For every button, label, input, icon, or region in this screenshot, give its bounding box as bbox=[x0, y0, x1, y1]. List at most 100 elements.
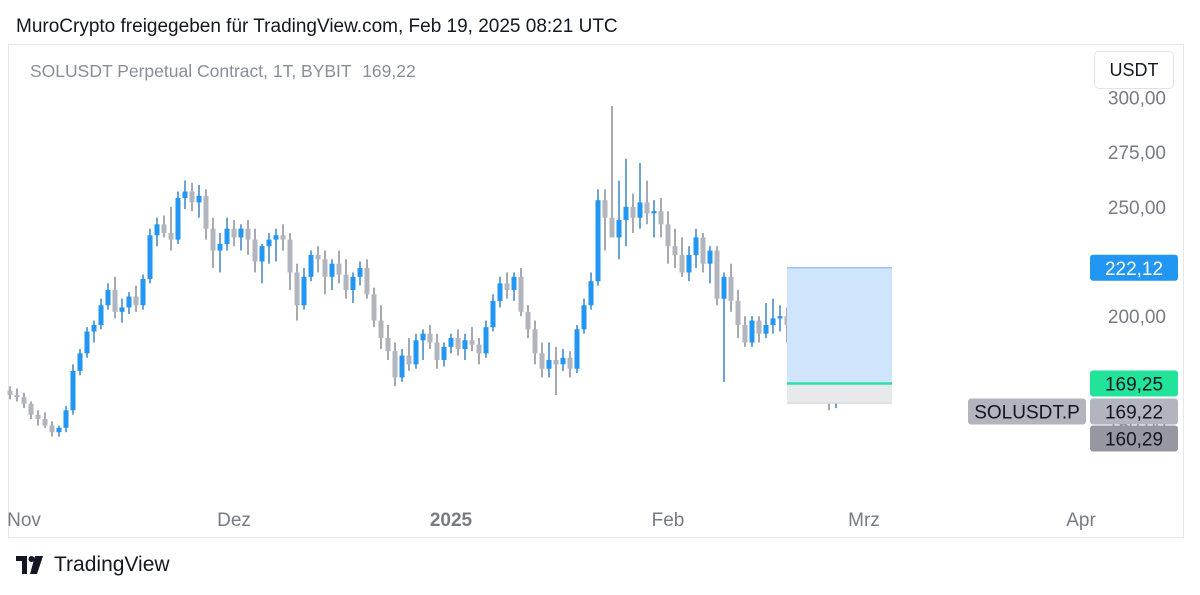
candle-body[interactable] bbox=[364, 268, 370, 295]
symbol-tag-box[interactable] bbox=[968, 398, 1086, 425]
candle-body[interactable] bbox=[42, 419, 48, 426]
candle-body[interactable] bbox=[287, 239, 293, 273]
tradingview-brand[interactable]: TradingView bbox=[16, 553, 170, 577]
candle-body[interactable] bbox=[238, 228, 244, 238]
candle-body[interactable] bbox=[189, 191, 195, 203]
candle-body[interactable] bbox=[728, 276, 734, 301]
candle-body[interactable] bbox=[336, 263, 342, 275]
chart-panel[interactable] bbox=[8, 44, 1184, 538]
candle-body[interactable] bbox=[427, 333, 433, 343]
candle-body[interactable] bbox=[756, 320, 762, 334]
candle-body[interactable] bbox=[63, 410, 69, 428]
candle-body[interactable] bbox=[329, 263, 335, 277]
candle-body[interactable] bbox=[392, 351, 398, 378]
candle-body[interactable] bbox=[119, 307, 125, 312]
candle-body[interactable] bbox=[567, 357, 573, 369]
candle-body[interactable] bbox=[91, 324, 97, 332]
candle-body[interactable] bbox=[497, 283, 503, 301]
candle-body[interactable] bbox=[721, 276, 727, 299]
candle-body[interactable] bbox=[294, 272, 300, 306]
candle-body[interactable] bbox=[203, 195, 209, 229]
candle-body[interactable] bbox=[28, 403, 34, 415]
candle-body[interactable] bbox=[518, 276, 524, 312]
candle-body[interactable] bbox=[546, 359, 552, 369]
candle-body[interactable] bbox=[644, 202, 650, 214]
candle-body[interactable] bbox=[532, 329, 538, 354]
candle-body[interactable] bbox=[154, 224, 160, 236]
candle-body[interactable] bbox=[70, 370, 76, 411]
candle-body[interactable] bbox=[196, 195, 202, 203]
candle-body[interactable] bbox=[147, 235, 153, 279]
candle-body[interactable] bbox=[413, 340, 419, 365]
candle-body[interactable] bbox=[322, 259, 328, 277]
candle-body[interactable] bbox=[245, 228, 251, 240]
candle-body[interactable] bbox=[665, 224, 671, 247]
candle-body[interactable] bbox=[14, 394, 20, 398]
candle-body[interactable] bbox=[714, 250, 720, 299]
candle-body[interactable] bbox=[217, 243, 223, 251]
candle-body[interactable] bbox=[21, 397, 27, 404]
candle-body[interactable] bbox=[525, 311, 531, 330]
candle-body[interactable] bbox=[574, 329, 580, 369]
candle-body[interactable] bbox=[658, 211, 664, 225]
candle-body[interactable] bbox=[448, 338, 454, 347]
candle-body[interactable] bbox=[273, 235, 279, 240]
candle-body[interactable] bbox=[7, 390, 13, 395]
candle-body[interactable] bbox=[469, 340, 475, 345]
candle-body[interactable] bbox=[301, 276, 307, 306]
candle-body[interactable] bbox=[140, 279, 146, 306]
candle-body[interactable] bbox=[483, 327, 489, 354]
candle-body[interactable] bbox=[259, 246, 265, 262]
candle-body[interactable] bbox=[175, 198, 181, 240]
candle-body[interactable] bbox=[441, 346, 447, 360]
candle-body[interactable] bbox=[280, 235, 286, 240]
candle-body[interactable] bbox=[252, 239, 258, 262]
candle-body[interactable] bbox=[763, 324, 769, 334]
candle-body[interactable] bbox=[735, 300, 741, 325]
candle-body[interactable] bbox=[399, 355, 405, 378]
symbol-legend[interactable]: SOLUSDT Perpetual Contract, 1T, BYBIT 16… bbox=[30, 61, 416, 82]
candle-body[interactable] bbox=[210, 228, 216, 251]
candle-body[interactable] bbox=[224, 228, 230, 244]
candle-body[interactable] bbox=[560, 357, 566, 365]
candle-body[interactable] bbox=[777, 316, 783, 319]
candle-body[interactable] bbox=[385, 338, 391, 352]
candle-body[interactable] bbox=[49, 425, 55, 433]
candle-body[interactable] bbox=[308, 254, 314, 277]
candle-body[interactable] bbox=[133, 296, 139, 306]
candle-body[interactable] bbox=[357, 268, 363, 277]
candle-body[interactable] bbox=[315, 254, 321, 260]
candle-body[interactable] bbox=[616, 219, 622, 238]
candle-body[interactable] bbox=[686, 254, 692, 273]
candle-body[interactable] bbox=[749, 320, 755, 343]
candle-body[interactable] bbox=[231, 228, 237, 238]
candle-body[interactable] bbox=[770, 318, 776, 325]
candle-body[interactable] bbox=[700, 237, 706, 264]
candle-body[interactable] bbox=[56, 427, 62, 433]
candle-body[interactable] bbox=[266, 239, 272, 247]
candle-body[interactable] bbox=[651, 211, 657, 214]
candle-body[interactable] bbox=[609, 217, 615, 238]
position-target-zone[interactable] bbox=[787, 267, 892, 384]
candle-body[interactable] bbox=[476, 344, 482, 354]
candle-body[interactable] bbox=[455, 338, 461, 350]
candle-body[interactable] bbox=[595, 200, 601, 282]
candle-body[interactable] bbox=[742, 324, 748, 343]
candle-body[interactable] bbox=[182, 191, 188, 199]
candle-body[interactable] bbox=[371, 294, 377, 321]
candle-body[interactable] bbox=[112, 289, 118, 312]
candle-body[interactable] bbox=[84, 331, 90, 354]
candle-body[interactable] bbox=[35, 414, 41, 420]
candle-body[interactable] bbox=[602, 200, 608, 218]
candle-body[interactable] bbox=[553, 359, 559, 365]
currency-unit-button[interactable]: USDT bbox=[1094, 51, 1174, 89]
candle-body[interactable] bbox=[126, 296, 132, 308]
candle-body[interactable] bbox=[98, 305, 104, 325]
candle-body[interactable] bbox=[707, 250, 713, 264]
position-stop-zone[interactable] bbox=[787, 383, 892, 404]
candle-body[interactable] bbox=[630, 206, 636, 218]
candle-body[interactable] bbox=[693, 237, 699, 255]
candle-body[interactable] bbox=[490, 300, 496, 328]
candle-body[interactable] bbox=[406, 355, 412, 365]
